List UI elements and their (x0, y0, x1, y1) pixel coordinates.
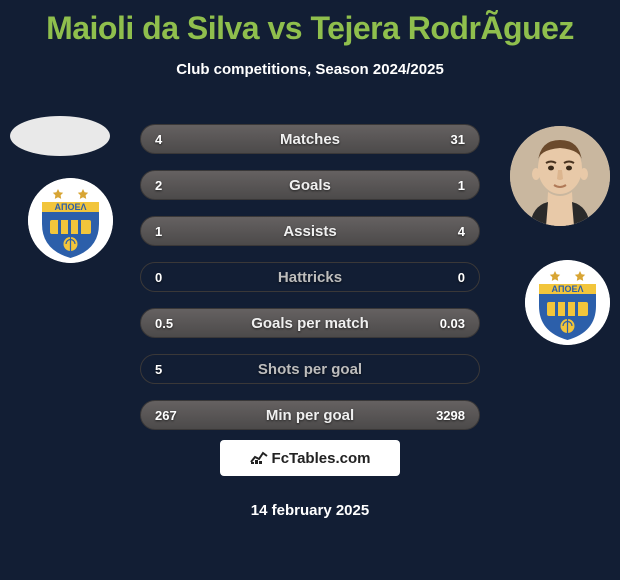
branding-badge: FcTables.com (220, 440, 400, 476)
stat-value-right: 3298 (431, 408, 465, 423)
stat-row: 4Matches31 (140, 124, 480, 154)
stats-container: 4Matches312Goals11Assists40Hattricks00.5… (140, 124, 480, 446)
stat-row: 0Hattricks0 (140, 262, 480, 292)
stat-label: Assists (141, 223, 479, 240)
player-right-avatar (510, 126, 610, 226)
stat-value-left: 5 (155, 362, 189, 377)
stat-value-left: 4 (155, 132, 189, 147)
stat-value-right: 4 (431, 224, 465, 239)
stat-label: Matches (141, 131, 479, 148)
stat-row: 0.5Goals per match0.03 (140, 308, 480, 338)
svg-text:ΑΠΟΕΛ: ΑΠΟΕΛ (54, 202, 86, 212)
stat-row: 267Min per goal3298 (140, 400, 480, 430)
stat-value-right: 0 (431, 270, 465, 285)
stat-label: Goals per match (141, 315, 479, 332)
player-right-club-crest: ΑΠΟΕΛ (525, 260, 610, 345)
branding-text: FcTables.com (272, 450, 371, 467)
branding-icon (250, 450, 268, 467)
stat-label: Min per goal (141, 407, 479, 424)
date-label: 14 february 2025 (0, 502, 620, 519)
stat-row: 1Assists4 (140, 216, 480, 246)
player-left-club-crest: ΑΠΟΕΛ (28, 178, 113, 263)
stat-value-right: 0.03 (431, 316, 465, 331)
stat-value-left: 0.5 (155, 316, 189, 331)
page-title: Maioli da Silva vs Tejera RodrÃ­guez (0, 0, 620, 47)
stat-value-left: 267 (155, 408, 189, 423)
stat-label: Goals (141, 177, 479, 194)
stat-value-right: 1 (431, 178, 465, 193)
player-left-avatar (10, 116, 110, 156)
svg-text:ΑΠΟΕΛ: ΑΠΟΕΛ (551, 284, 583, 294)
stat-row: 5Shots per goal (140, 354, 480, 384)
stat-value-right: 31 (431, 132, 465, 147)
stat-label: Shots per goal (141, 361, 479, 378)
stat-value-left: 0 (155, 270, 189, 285)
stat-row: 2Goals1 (140, 170, 480, 200)
stat-value-left: 1 (155, 224, 189, 239)
stat-label: Hattricks (141, 269, 479, 286)
page-subtitle: Club competitions, Season 2024/2025 (0, 61, 620, 78)
stat-value-left: 2 (155, 178, 189, 193)
